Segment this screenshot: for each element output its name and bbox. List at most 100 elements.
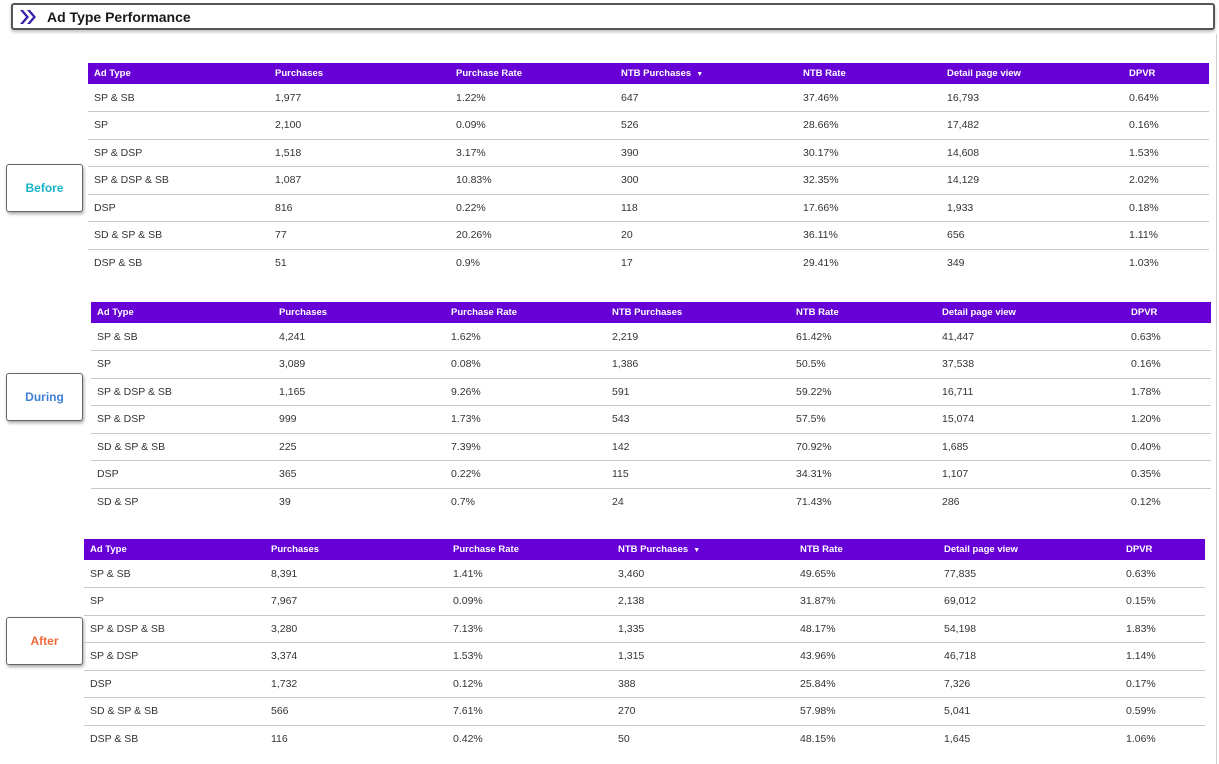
table-header-row: Ad Type Purchases Purchase Rate NTB Purchas… [91,302,1211,323]
table-cell: 286 [942,496,960,508]
table-cell: 34.31% [796,468,832,481]
column-header[interactable]: Purchases [273,302,445,323]
table-cell: 566 [271,705,289,718]
table-cell: SP [94,119,109,132]
table-row[interactable]: SP & SB 1,977 1.22% 647 37.46% 16,793 0.64% [88,84,1209,112]
table-row[interactable]: SP 3,089 0.08% 1,386 50.5% 37,538 0.16% [91,351,1211,378]
table-cell: 0.12% [1131,496,1161,508]
table-cell: 1.11% [1129,229,1158,242]
table-before: Ad Type Purchases Purchase Rate NTB Purchas… [88,63,1209,277]
sort-desc-icon[interactable]: ▼ [696,71,704,78]
table-cell: 0.22% [456,201,486,214]
column-header[interactable]: Purchases [265,539,447,560]
table-cell: 46,718 [944,650,977,663]
table-row[interactable]: DSP 816 0.22% 118 17.66% 1,933 0.18% [88,194,1209,222]
table-row[interactable]: SD & SP & SB 77 20.26% 20 36.11% 656 1.11% [88,222,1209,249]
sort-desc-icon[interactable]: ▼ [693,547,701,554]
table-cell: 1.73% [451,413,481,426]
after-label: After [30,634,59,648]
table-row[interactable]: SP & DSP 3,374 1.53% 1,315 43.96% 46,718 1.14% [84,643,1205,670]
column-header[interactable]: Detail page view [938,539,1120,560]
column-header[interactable]: NTB Purchases ▼ [612,539,794,560]
table-cell: SD & SP & SB [94,229,163,242]
column-header[interactable]: NTB Purchases [606,302,790,323]
column-header-label: Purchase Rate [456,68,523,79]
column-header[interactable]: Purchase Rate [447,539,612,560]
table-cell: 1.62% [451,330,481,343]
table-row[interactable]: SD & SP & SB 566 7.61% 270 57.98% 5,041 0.59% [84,698,1205,725]
column-header[interactable]: Purchase Rate [445,302,606,323]
table-cell: 300 [621,174,639,187]
table-row[interactable]: DSP 365 0.22% 115 34.31% 1,107 0.35% [91,461,1211,488]
column-header[interactable]: NTB Rate [794,539,938,560]
column-header[interactable]: NTB Purchases ▼ [615,63,797,84]
table-cell: 591 [612,385,630,398]
column-header[interactable]: DPVR [1120,539,1205,560]
column-header[interactable]: DPVR [1123,63,1209,84]
table-cell: SP & SB [97,330,138,343]
table-cell: 0.42% [453,733,483,745]
table-cell: 0.35% [1131,468,1161,481]
table-cell: DSP & SB [90,733,139,745]
table-cell: 0.18% [1129,201,1159,214]
column-header-label: DPVR [1131,307,1158,318]
table-cell: 0.7% [451,496,475,508]
table-cell: 41,447 [942,330,975,343]
column-header[interactable]: Detail page view [941,63,1123,84]
column-header[interactable]: Ad Type [84,539,265,560]
table-cell: 36.11% [803,229,838,242]
table-cell: 57.98% [800,705,836,718]
column-header[interactable]: Ad Type [88,63,269,84]
table-cell: 116 [271,733,288,745]
table-cell: SP & SB [90,567,131,580]
table-cell: 526 [621,119,639,132]
table-row[interactable]: SP & DSP & SB 3,280 7.13% 1,335 48.17% 54,198… [84,615,1205,643]
table-cell: 270 [618,705,636,718]
table-cell: 30.17% [803,146,839,159]
table-cell: 54,198 [944,622,977,635]
column-header[interactable]: NTB Rate [797,63,941,84]
table-cell: 1,087 [275,174,302,187]
table-cell: 50.5% [796,358,826,371]
column-header-label: NTB Rate [796,307,839,318]
table-row[interactable]: DSP 1,732 0.12% 388 25.84% 7,326 0.17% [84,670,1205,698]
column-header[interactable]: Purchase Rate [450,63,615,84]
table-row[interactable]: SP & DSP & SB 1,087 10.83% 300 32.35% 14,129 2… [88,167,1209,194]
table-row[interactable]: SP & DSP 1,518 3.17% 390 30.17% 14,608 1.53% [88,139,1209,167]
column-header[interactable]: Ad Type [91,302,273,323]
table-row[interactable]: SD & SP & SB 225 7.39% 142 70.92% 1,685 0.40% [91,433,1211,461]
table-cell: 3,460 [618,567,645,580]
table-row[interactable]: SP & DSP & SB 1,165 9.26% 591 59.22% 16,711 1.… [91,378,1211,406]
table-cell: 1,107 [942,468,969,481]
column-header[interactable]: NTB Rate [790,302,936,323]
table-row[interactable]: SP 2,100 0.09% 526 28.66% 17,482 0.16% [88,112,1209,139]
table-cell: 8,391 [271,567,298,580]
table-row[interactable]: SP 7,967 0.09% 2,138 31.87% 69,012 0.15% [84,588,1205,615]
table-cell: 20.26% [456,229,492,242]
table-row[interactable]: SP & DSP 999 1.73% 543 57.5% 15,074 1.20% [91,406,1211,433]
during-button[interactable]: During [6,373,83,421]
column-header-label: Detail page view [947,68,1021,79]
table-row[interactable]: SP & SB 8,391 1.41% 3,460 49.65% 77,835 0.63% [84,560,1205,588]
table-cell: 24 [612,496,624,508]
table-cell: 71.43% [796,496,832,508]
table-cell: 59.22% [796,385,832,398]
column-header[interactable]: Purchases [269,63,450,84]
after-button[interactable]: After [6,617,83,665]
table-row[interactable]: SD & SP 39 0.7% 24 71.43% 286 0.12% [91,488,1211,516]
table-cell: 0.16% [1129,119,1159,132]
table-row[interactable]: DSP & SB 51 0.9% 17 29.41% 349 1.03% [88,249,1209,277]
table-cell: 0.63% [1126,567,1156,580]
table-cell: 9.26% [451,385,481,398]
table-row[interactable]: DSP & SB 116 0.42% 50 48.15% 1,645 1.06% [84,725,1205,753]
table-cell: 7,967 [271,595,298,608]
table-row[interactable]: SP & SB 4,241 1.62% 2,219 61.42% 41,447 0.63% [91,323,1211,351]
table-cell: 77,835 [944,567,977,580]
before-button[interactable]: Before [6,164,83,212]
table-cell: SP & DSP [90,650,139,663]
table-cell: 3,280 [271,622,298,635]
column-header[interactable]: DPVR [1125,302,1211,323]
table-cell: 365 [279,468,297,481]
table-cell: 0.15% [1126,595,1156,608]
column-header[interactable]: Detail page view [936,302,1125,323]
